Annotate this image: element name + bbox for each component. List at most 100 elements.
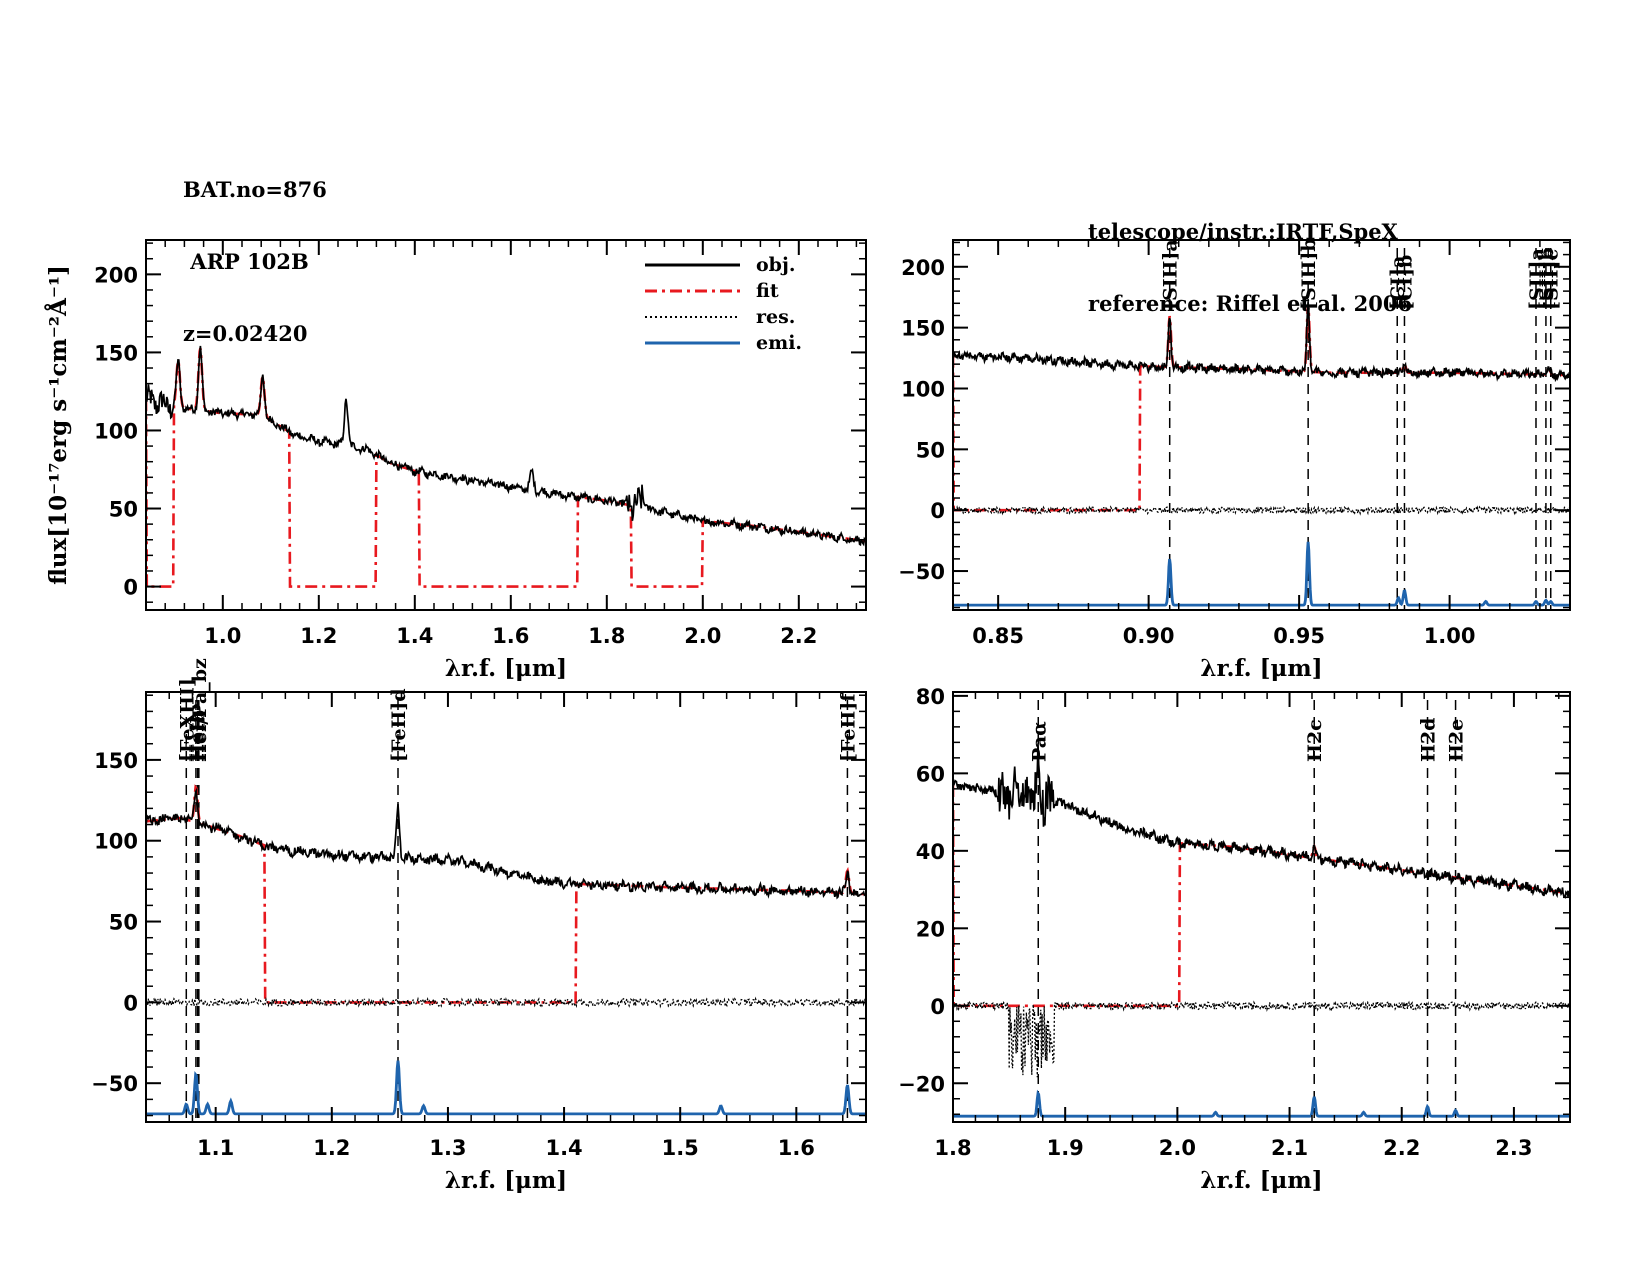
- marker-label-2: [CI]a: [1387, 256, 1409, 310]
- legend-label-res: res.: [756, 306, 795, 328]
- x-tick-label: 0.95: [1273, 624, 1325, 648]
- x-tick-label: 1.9: [1047, 1136, 1084, 1160]
- legend-label-emi: emi.: [756, 332, 802, 354]
- x-tick-label: 2.1: [1271, 1136, 1308, 1160]
- y-tick-label: 0: [930, 995, 945, 1019]
- residual-series: [953, 504, 1570, 516]
- x-tick-label: 1.6: [492, 624, 529, 648]
- x-tick-label: 0.90: [1123, 624, 1175, 648]
- y-tick-label: 0: [930, 499, 945, 523]
- y-tick-label: 50: [916, 438, 945, 462]
- fit-series: [146, 784, 866, 1004]
- x-tick-label: 2.2: [1383, 1136, 1420, 1160]
- residual-series: [146, 996, 866, 1009]
- x-tick-label: 1.1: [197, 1136, 234, 1160]
- x-tick-label: 1.8: [588, 624, 625, 648]
- x-tick-label: 2.3: [1495, 1136, 1532, 1160]
- bat-number: BAT.no=876: [183, 177, 327, 202]
- reference: reference: Riffel et al. 2006: [1088, 291, 1413, 316]
- x-tick-label: 2.2: [780, 624, 817, 648]
- y-tick-label: 100: [94, 830, 138, 854]
- plot-frame: [952, 691, 1571, 1123]
- legend-label-obj: obj.: [756, 254, 795, 276]
- marker-label-2: H2d: [1418, 718, 1440, 762]
- residual-series: [953, 1000, 1570, 1078]
- fit-series: [953, 304, 1570, 512]
- legend-label-fit: fit: [756, 280, 779, 302]
- y-tick-label: −50: [898, 560, 945, 584]
- x-tick-label: 1.2: [300, 624, 337, 648]
- emission-series: [146, 1060, 866, 1116]
- y-tick-label: 150: [94, 341, 138, 365]
- marker-label-4: [SII]a: [1526, 248, 1548, 310]
- y-tick-label: −20: [898, 1072, 945, 1096]
- panel-zoom-0.84-1.04: [SIII]a [SIII]b [CI]a[CI]b [SII]a[SII]b[SII…: [898, 238, 1571, 682]
- y-tick-label: 80: [916, 685, 945, 709]
- y-tick-label: 60: [916, 762, 945, 786]
- x-tick-label: 1.00: [1424, 624, 1476, 648]
- marker-label-0: [FeXIII]: [176, 678, 198, 762]
- fit-series: [146, 347, 866, 588]
- marker-label-1: [SIII]b: [1298, 238, 1320, 310]
- object-series: [146, 787, 866, 900]
- marker-label-1: H2c: [1304, 719, 1326, 762]
- plot-area: [953, 248, 1570, 610]
- object-series: [953, 743, 1570, 899]
- x-tick-label: 0.85: [972, 624, 1024, 648]
- marker-label-5: [SII]b: [1536, 247, 1558, 310]
- marker-label-3: [CI]b: [1394, 255, 1416, 310]
- y-tick-label: 50: [109, 911, 138, 935]
- y-tick-label: 150: [901, 317, 945, 341]
- x-tick-label: 1.8: [934, 1136, 971, 1160]
- panel-zoom-1.80-2.35: Paα H2c H2d H2e 1.8 1.9 2.0 2.1 2.2 2.3 −20 0 20 40 60…: [898, 685, 1571, 1194]
- plot-frame: [952, 239, 1571, 611]
- x-tick-label: 1.3: [429, 1136, 466, 1160]
- marker-label-0: [SIII]a: [1160, 239, 1182, 310]
- emission-series: [953, 541, 1570, 607]
- y-tick-label: −50: [91, 1072, 138, 1096]
- y-tick-label: 100: [94, 419, 138, 443]
- marker-label-3: Hei/Pa_bz: [189, 658, 211, 762]
- plot-area: [953, 700, 1570, 1122]
- object-series: [146, 345, 866, 547]
- marker-label-2: HeIb: [188, 710, 210, 762]
- object-series: [953, 302, 1570, 383]
- marker-label-3: H2e: [1446, 719, 1468, 762]
- y-tick-label: 150: [94, 749, 138, 773]
- x-tick-label: 1.2: [313, 1136, 350, 1160]
- header-left: BAT.no=876 ARP 102B z=0.02420: [183, 130, 327, 370]
- y-tick-label: 200: [94, 263, 138, 287]
- x-tick-label: 1.6: [778, 1136, 815, 1160]
- plot-frame: [145, 239, 867, 611]
- plot-area: [146, 700, 866, 1122]
- x-tick-label: 1.4: [545, 1136, 582, 1160]
- panel-full-spectrum: 1.0 1.2 1.4 1.6 1.8 2.0 2.2 0 50 100 150 200 λr.f. […: [45, 239, 867, 682]
- marker-label-0: Paα: [1028, 721, 1050, 762]
- x-tick-label: 1.5: [662, 1136, 699, 1160]
- x-axis-title: λr.f. [μm]: [1200, 655, 1322, 682]
- legend: obj. fit res. emi.: [645, 254, 802, 354]
- x-axis-title: λr.f. [μm]: [445, 655, 567, 682]
- x-axis-title: λr.f. [μm]: [1200, 1167, 1322, 1194]
- x-tick-label: 1.0: [204, 624, 241, 648]
- marker-label-6: [SII]c: [1541, 249, 1563, 310]
- marker-label-5: [FeII]f: [837, 692, 859, 762]
- y-tick-label: 50: [109, 498, 138, 522]
- y-tick-label: 200: [901, 256, 945, 280]
- redshift: z=0.02420: [183, 321, 308, 346]
- object-name: ARP 102B: [183, 249, 309, 274]
- y-tick-label: 40: [916, 840, 945, 864]
- y-tick-label: 20: [916, 917, 945, 941]
- x-tick-label: 2.0: [1159, 1136, 1196, 1160]
- emission-series: [953, 1089, 1570, 1118]
- marker-label-1: HeIa: [186, 711, 208, 762]
- x-axis-title: λr.f. [μm]: [445, 1167, 567, 1194]
- x-tick-label: 2.0: [684, 624, 721, 648]
- plot-area: [146, 345, 866, 588]
- y-tick-label: 0: [123, 991, 138, 1015]
- y-axis-title: flux[10⁻¹⁷erg s⁻¹cm⁻²Å⁻¹]: [45, 265, 72, 585]
- x-tick-label: 1.4: [396, 624, 433, 648]
- y-tick-label: 100: [901, 377, 945, 401]
- plot-frame: [145, 691, 867, 1123]
